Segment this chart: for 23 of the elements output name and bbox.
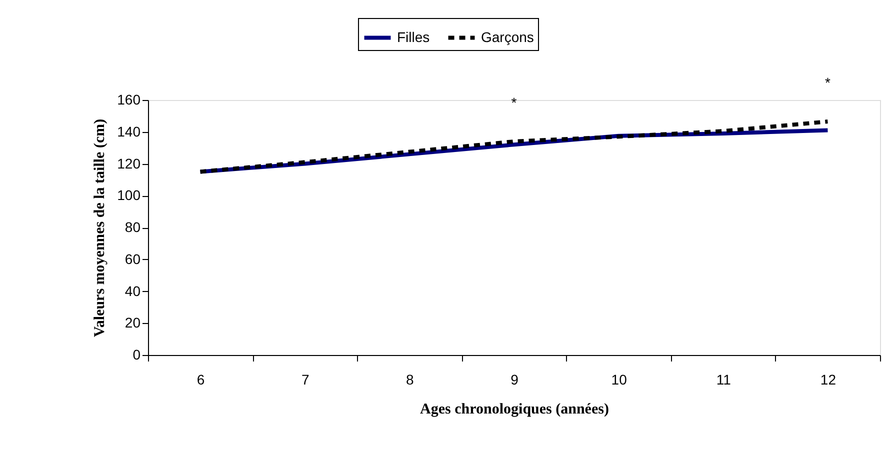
- y-tick-label: 60: [124, 250, 141, 267]
- legend-label: Filles: [397, 28, 430, 45]
- y-tick-label: 120: [117, 155, 141, 172]
- x-axis-title: Ages chronologiques (années): [420, 402, 609, 418]
- y-tick-label: 0: [132, 346, 141, 362]
- x-tick-label: 10: [611, 372, 628, 388]
- legend-label: Garçons: [481, 28, 534, 45]
- x-tick-label: 6: [196, 372, 205, 388]
- y-tick-label: 80: [124, 219, 141, 235]
- y-tick-label: 140: [117, 123, 141, 140]
- x-tick-label: 7: [301, 372, 310, 388]
- y-axis-title: Valeurs moyennes de la taille (cm): [92, 118, 108, 338]
- y-tick-label: 160: [117, 92, 141, 108]
- x-tick-label: 9: [510, 372, 519, 388]
- x-tick-label: 11: [716, 372, 732, 388]
- x-tick-label: 12: [820, 372, 836, 388]
- x-tick-label: 8: [406, 372, 414, 388]
- y-tick-label: 20: [124, 314, 141, 331]
- y-tick-label: 100: [117, 187, 141, 204]
- line-series: [198, 120, 830, 174]
- y-tick-label: 40: [124, 282, 141, 299]
- annotation: *: [824, 74, 831, 91]
- annotation: *: [511, 94, 518, 110]
